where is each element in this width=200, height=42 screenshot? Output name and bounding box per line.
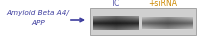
Text: TC: TC xyxy=(111,0,121,8)
Text: Amyloid Beta A4/: Amyloid Beta A4/ xyxy=(7,10,69,16)
Text: +siRNA: +siRNA xyxy=(148,0,178,8)
Text: APP: APP xyxy=(31,20,45,26)
Bar xyxy=(90,8,196,35)
